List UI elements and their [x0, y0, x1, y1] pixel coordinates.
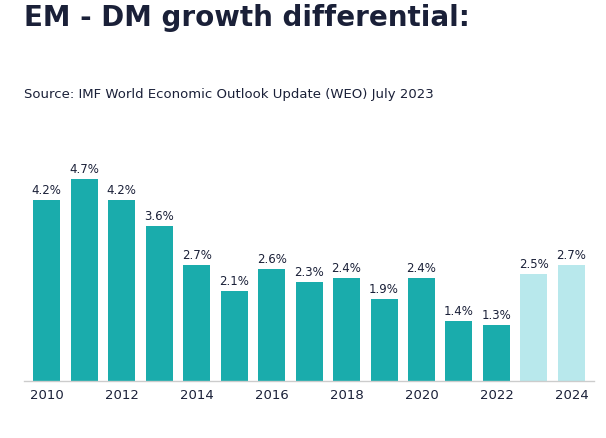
Bar: [521, 273, 547, 381]
Text: 2.1%: 2.1%: [219, 275, 249, 288]
Bar: [71, 179, 98, 381]
Bar: [558, 265, 585, 381]
Text: 1.3%: 1.3%: [482, 309, 511, 322]
Bar: [108, 200, 135, 381]
Text: 4.2%: 4.2%: [32, 184, 62, 198]
Text: 2.3%: 2.3%: [294, 266, 324, 279]
Text: 4.2%: 4.2%: [107, 184, 136, 198]
Bar: [333, 278, 360, 381]
Bar: [221, 291, 248, 381]
Text: Source: IMF World Economic Outlook Update (WEO) July 2023: Source: IMF World Economic Outlook Updat…: [24, 88, 434, 101]
Text: 2.6%: 2.6%: [257, 253, 287, 266]
Text: 4.7%: 4.7%: [69, 163, 99, 176]
Text: 2.7%: 2.7%: [556, 249, 587, 262]
Bar: [408, 278, 435, 381]
Text: 2.5%: 2.5%: [519, 258, 549, 271]
Bar: [296, 282, 322, 381]
Text: 1.4%: 1.4%: [444, 305, 474, 318]
Bar: [183, 265, 210, 381]
Bar: [370, 299, 398, 381]
Text: 3.6%: 3.6%: [144, 210, 174, 223]
Text: 2.4%: 2.4%: [407, 262, 436, 275]
Text: 2.4%: 2.4%: [331, 262, 361, 275]
Bar: [33, 200, 60, 381]
Text: 2.7%: 2.7%: [182, 249, 211, 262]
Text: 1.9%: 1.9%: [369, 283, 399, 297]
Text: EM - DM growth differential:: EM - DM growth differential:: [24, 4, 470, 32]
Bar: [445, 321, 473, 381]
Bar: [483, 325, 510, 381]
Bar: [258, 269, 285, 381]
Bar: [145, 226, 173, 381]
